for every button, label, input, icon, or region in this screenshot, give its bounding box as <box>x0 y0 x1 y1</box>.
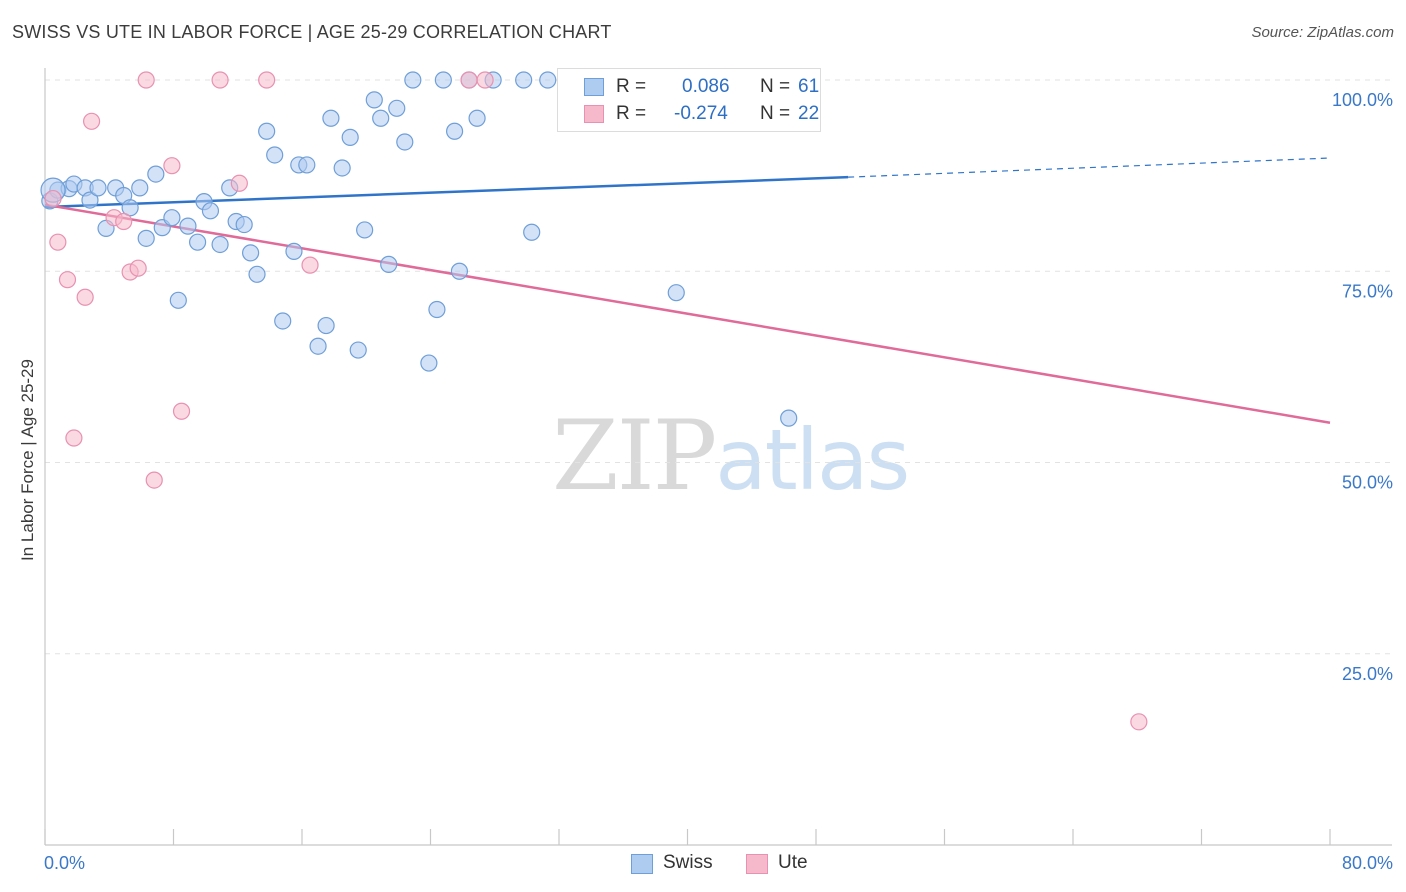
swiss-point <box>539 71 557 89</box>
ute-point <box>172 402 191 420</box>
swiss-point <box>211 235 229 254</box>
source-label: Source: ZipAtlas.com <box>1251 24 1394 41</box>
swiss-point <box>388 99 406 117</box>
swiss-point <box>258 122 276 140</box>
swiss-point <box>515 71 533 89</box>
ute-point <box>211 71 229 89</box>
ute-point <box>58 271 77 289</box>
ute-trend-line <box>44 203 1331 424</box>
swiss-point <box>309 337 327 355</box>
swiss-point <box>179 217 197 235</box>
swiss-point <box>404 71 422 89</box>
ute-point <box>163 157 181 175</box>
x-tick-label-end: 80.0% <box>1342 853 1393 873</box>
swiss-point <box>163 209 181 227</box>
swiss-point <box>248 265 266 283</box>
swiss-point <box>420 354 438 372</box>
swiss-trend-line <box>44 175 849 209</box>
grid-layer <box>45 79 1392 655</box>
ute-r-label: R = <box>616 103 647 124</box>
ute-point <box>82 112 101 130</box>
swiss-point <box>780 409 798 427</box>
chart-title: SWISS VS UTE IN LABOR FORCE | AGE 25-29 … <box>12 22 612 42</box>
ute-point <box>49 233 67 251</box>
ute-n-label: N = <box>760 103 791 124</box>
swiss-swatch <box>584 78 604 96</box>
swiss-point <box>396 133 414 151</box>
ute-point <box>44 189 62 208</box>
swiss-point <box>147 165 165 183</box>
swiss-point <box>428 300 446 319</box>
swiss-point <box>137 229 155 247</box>
ute-swatch <box>584 105 604 123</box>
y-tick-label: 50.0% <box>1342 473 1393 493</box>
swiss-point <box>333 159 351 177</box>
trend-layer <box>44 157 1331 424</box>
ute-point <box>137 71 155 89</box>
swiss-point <box>169 291 187 309</box>
ute-n-value: 22 <box>798 103 820 124</box>
y-tick-label: 75.0% <box>1342 281 1393 301</box>
swiss-point <box>349 341 367 359</box>
swiss-point <box>356 221 374 239</box>
ute-point <box>258 71 276 89</box>
y-axis-label: In Labor Force | Age 25-29 <box>18 359 37 561</box>
ute-legend-swatch <box>746 854 768 874</box>
swiss-point <box>372 109 390 127</box>
swiss-point <box>285 242 303 260</box>
swiss-point <box>468 109 486 127</box>
ute-point <box>129 259 147 277</box>
y-tick-label: 100.0% <box>1332 90 1393 110</box>
swiss-point <box>188 233 207 251</box>
swiss-point <box>298 156 316 174</box>
tick-label-layer: 100.0% 75.0% 50.0% 25.0% 0.0% 80.0% <box>44 90 1393 873</box>
ute-point <box>301 256 319 274</box>
ute-point <box>460 71 478 89</box>
ute-point <box>145 471 163 489</box>
swiss-point <box>131 179 149 197</box>
swiss-point <box>81 191 99 209</box>
y-tick-label: 25.0% <box>1342 664 1393 684</box>
swiss-trend-extension <box>848 157 1331 178</box>
swiss-point <box>450 262 469 280</box>
ute-point <box>65 429 83 447</box>
swiss-n-value: 61 <box>798 76 820 97</box>
correlation-legend: R = 0.086 N = 61 R = -0.274 N = 22 <box>557 68 821 132</box>
swiss-point <box>434 71 452 89</box>
ute-r-value: -0.274 <box>674 103 728 124</box>
ute-legend-label: Ute <box>778 852 808 873</box>
swiss-point <box>235 215 253 234</box>
swiss-point <box>274 312 292 330</box>
swiss-point <box>89 179 107 197</box>
ute-point <box>115 212 133 231</box>
swiss-point <box>322 109 340 127</box>
swiss-point <box>242 244 260 262</box>
swiss-point <box>667 284 685 302</box>
swiss-point <box>121 199 139 217</box>
ute-point <box>1130 713 1148 731</box>
point-layer <box>40 71 1148 731</box>
swiss-r-value: 0.086 <box>682 76 730 97</box>
swiss-point <box>445 122 464 140</box>
swiss-point <box>266 146 284 164</box>
swiss-legend-swatch <box>631 854 653 874</box>
swiss-point <box>201 202 220 220</box>
ute-point <box>76 288 94 306</box>
ute-point <box>230 174 248 192</box>
swiss-point <box>380 255 398 273</box>
swiss-point <box>523 223 541 241</box>
swiss-legend-label: Swiss <box>663 852 713 873</box>
swiss-point <box>341 128 359 146</box>
swiss-n-label: N = <box>760 76 791 97</box>
swiss-point <box>317 316 335 335</box>
swiss-point <box>365 91 383 109</box>
x-tick-label-start: 0.0% <box>44 853 85 873</box>
ute-point <box>476 71 494 89</box>
swiss-r-label: R = <box>616 76 647 97</box>
